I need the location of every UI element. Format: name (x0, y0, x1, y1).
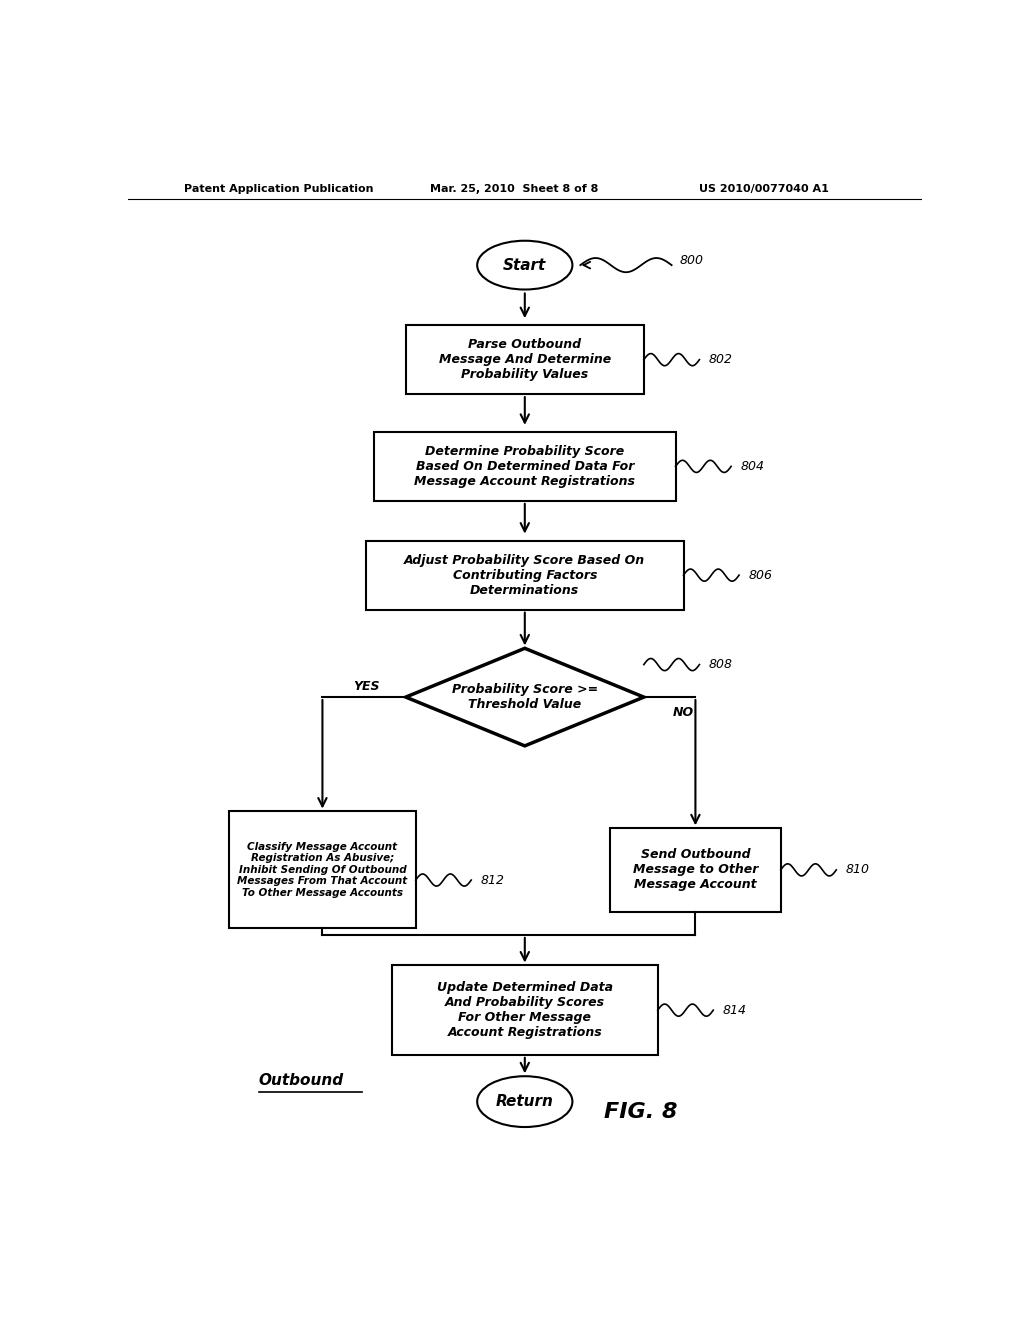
Text: Return: Return (496, 1094, 554, 1109)
Text: Update Determined Data
And Probability Scores
For Other Message
Account Registra: Update Determined Data And Probability S… (437, 981, 612, 1039)
Text: 808: 808 (709, 659, 733, 671)
Text: Adjust Probability Score Based On
Contributing Factors
Determinations: Adjust Probability Score Based On Contri… (404, 553, 645, 597)
Text: Outbound: Outbound (259, 1073, 344, 1088)
Text: 806: 806 (749, 569, 772, 582)
Text: Mar. 25, 2010  Sheet 8 of 8: Mar. 25, 2010 Sheet 8 of 8 (430, 183, 598, 194)
Text: 802: 802 (709, 354, 733, 366)
Text: 800: 800 (680, 253, 703, 267)
Text: Determine Probability Score
Based On Determined Data For
Message Account Registr: Determine Probability Score Based On Det… (415, 445, 635, 488)
Text: YES: YES (353, 680, 379, 693)
Text: NO: NO (673, 706, 694, 719)
Text: 812: 812 (480, 874, 505, 887)
Text: Send Outbound
Message to Other
Message Account: Send Outbound Message to Other Message A… (633, 849, 758, 891)
Text: Start: Start (503, 257, 547, 273)
Text: 810: 810 (846, 863, 869, 876)
Text: Classify Message Account
Registration As Abusive;
Inhibit Sending Of Outbound
Me: Classify Message Account Registration As… (238, 842, 408, 898)
Text: US 2010/0077040 A1: US 2010/0077040 A1 (699, 183, 829, 194)
Text: Patent Application Publication: Patent Application Publication (183, 183, 373, 194)
Text: 814: 814 (723, 1003, 746, 1016)
Text: Probability Score >=
Threshold Value: Probability Score >= Threshold Value (452, 682, 598, 711)
Text: Parse Outbound
Message And Determine
Probability Values: Parse Outbound Message And Determine Pro… (438, 338, 611, 381)
Text: FIG. 8: FIG. 8 (604, 1102, 678, 1122)
Text: 804: 804 (740, 459, 765, 473)
